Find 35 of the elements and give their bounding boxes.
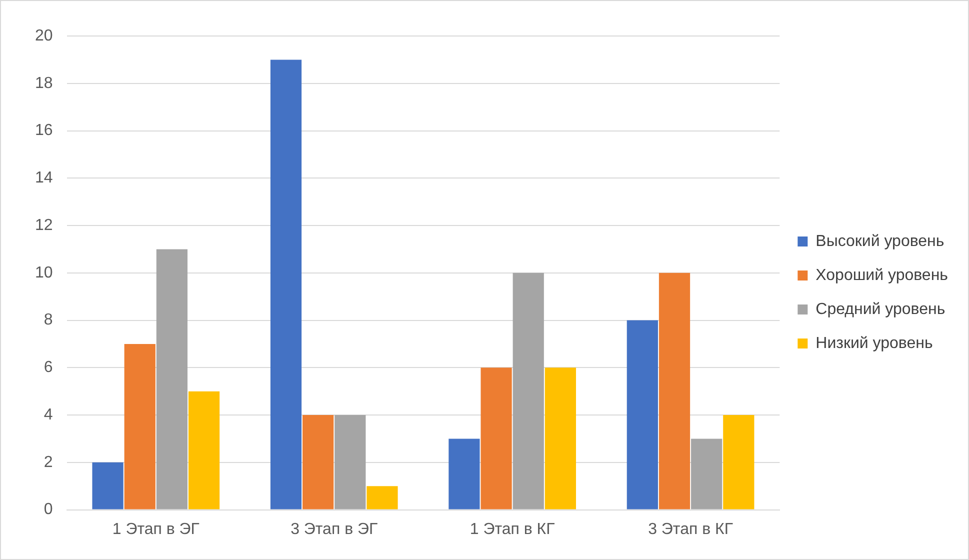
bar bbox=[512, 272, 544, 510]
legend-label: Хороший уровень bbox=[816, 266, 948, 284]
bar bbox=[626, 320, 658, 510]
y-tick-label: 16 bbox=[35, 122, 53, 140]
y-tick-label: 6 bbox=[44, 359, 53, 376]
bar bbox=[270, 60, 302, 510]
bar bbox=[658, 272, 690, 510]
bar bbox=[124, 344, 156, 510]
legend-label: Средний уровень bbox=[816, 300, 946, 318]
bar bbox=[156, 249, 188, 510]
bar bbox=[544, 368, 576, 510]
y-tick-label: 20 bbox=[35, 27, 53, 44]
bar bbox=[448, 438, 480, 510]
y-tick-label: 8 bbox=[44, 312, 53, 329]
y-tick-label: 4 bbox=[44, 406, 53, 424]
y-tick-label: 0 bbox=[44, 501, 53, 518]
legend-label: Высокий уровень bbox=[816, 232, 944, 250]
y-tick-label: 10 bbox=[35, 264, 53, 282]
bar bbox=[480, 368, 512, 510]
bar bbox=[691, 438, 722, 510]
y-tick-label: 18 bbox=[35, 74, 53, 92]
bar bbox=[302, 415, 334, 510]
y-tick-label: 14 bbox=[35, 170, 53, 187]
x-tick-label: 1 Этап в КГ bbox=[470, 520, 556, 538]
y-tick-label: 12 bbox=[35, 216, 53, 234]
bar bbox=[188, 391, 220, 510]
bar bbox=[366, 486, 398, 510]
x-tick-label: 1 Этап в ЭГ bbox=[112, 520, 200, 538]
y-tick-label: 2 bbox=[44, 454, 53, 471]
bar bbox=[92, 462, 124, 510]
bar bbox=[723, 415, 754, 510]
x-tick-label: 3 Этап в КГ bbox=[648, 520, 734, 538]
x-tick-label: 3 Этап в ЭГ bbox=[290, 520, 378, 538]
legend-label: Низкий уровень bbox=[816, 334, 933, 352]
bar bbox=[334, 415, 366, 510]
